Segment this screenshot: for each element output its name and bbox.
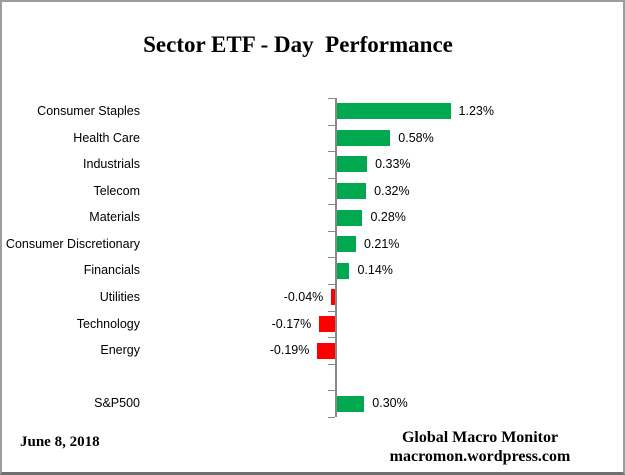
axis-tick <box>328 204 335 206</box>
category-label-utilities: Utilities <box>99 290 140 305</box>
bar-health-care <box>336 129 391 146</box>
axis-tick <box>328 310 335 312</box>
date-label: June 8, 2018 <box>20 434 100 450</box>
axis-tick <box>328 151 335 153</box>
value-label-telecom: 0.32% <box>374 183 410 198</box>
bar-consumer-discretionary <box>336 236 356 253</box>
bar-s-p500 <box>336 395 365 412</box>
value-label-consumer-staples: 1.23% <box>458 104 494 118</box>
value-label-financials: 0.14% <box>357 263 393 278</box>
bar-industrials <box>336 156 368 173</box>
footer-credit-line1: Global Macro Monitor <box>401 429 559 446</box>
footer-credit-line2: macromon.wordpress.com <box>389 448 571 465</box>
category-label-technology: Technology <box>76 316 140 331</box>
axis-tick <box>328 230 335 232</box>
axis-tick <box>328 177 335 179</box>
value-label-industrials: 0.33% <box>375 157 411 172</box>
axis-tick <box>328 284 335 286</box>
footer-credit: Global Macro Monitor macromon.wordpress.… <box>330 428 623 466</box>
category-label-materials: Materials <box>89 210 140 225</box>
category-label-energy: Energy <box>100 343 140 358</box>
value-label-materials: 0.28% <box>370 210 406 225</box>
value-label-health-care: 0.58% <box>398 130 434 145</box>
bar-technology <box>319 315 335 332</box>
axis-tick <box>328 257 335 259</box>
value-label-consumer-discretionary: 0.21% <box>363 236 400 251</box>
category-label-s-p500: S&P500 <box>94 396 140 411</box>
category-label-telecom: Telecom <box>93 183 140 198</box>
bar-utilities <box>331 289 335 306</box>
bar-energy <box>317 342 335 359</box>
value-label-energy: -0.19% <box>269 343 310 358</box>
value-label-technology: -0.17% <box>271 316 312 331</box>
axis-tick <box>328 416 335 418</box>
value-axis-zero-line <box>335 98 337 417</box>
category-label-consumer-discretionary: Consumer Discretionary <box>5 236 140 251</box>
axis-tick <box>328 337 335 339</box>
bar-materials <box>336 209 363 226</box>
category-label-financials: Financials <box>83 263 140 278</box>
value-label-s-p500: 0.30% <box>372 396 408 411</box>
category-label-consumer-staples: Consumer Staples <box>37 104 140 118</box>
value-label-utilities: -0.04% <box>283 290 324 305</box>
axis-tick <box>328 98 335 99</box>
category-label-industrials: Industrials <box>83 157 140 172</box>
axis-tick <box>328 363 335 365</box>
category-label-health-care: Health Care <box>73 130 140 145</box>
axis-tick <box>328 390 335 392</box>
chart-title: Sector ETF - Day Performance <box>143 32 453 57</box>
bar-telecom <box>336 183 367 200</box>
axis-tick <box>328 124 335 126</box>
bar-financials <box>336 262 350 279</box>
bar-consumer-staples <box>336 103 451 120</box>
